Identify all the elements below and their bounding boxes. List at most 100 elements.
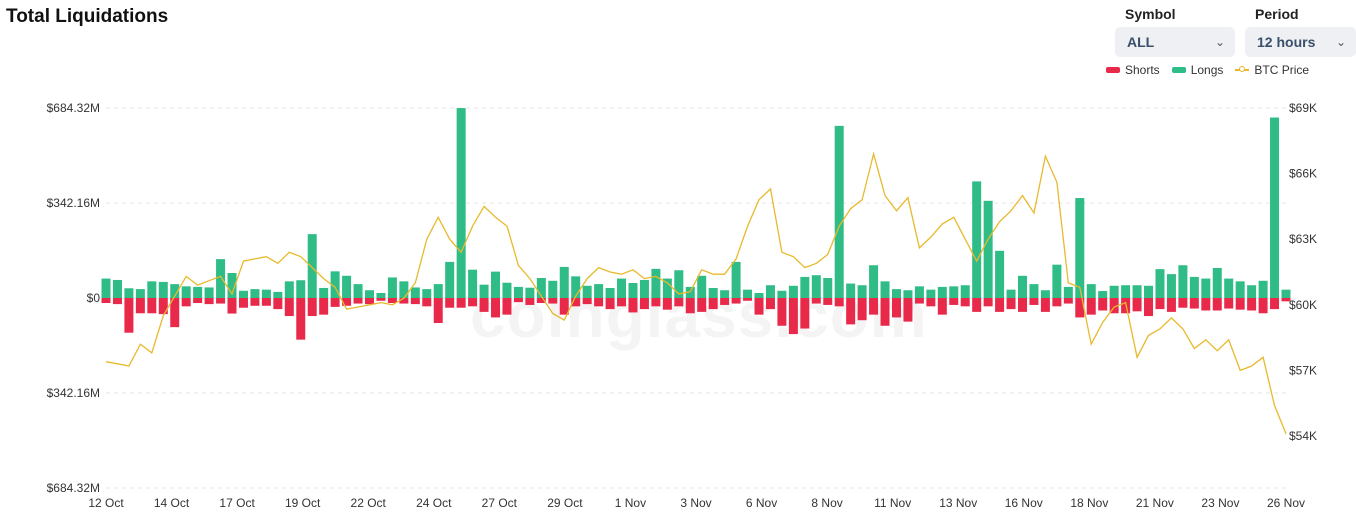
longs-bar <box>914 286 924 298</box>
longs-bar <box>639 279 649 298</box>
longs-bar <box>410 287 420 298</box>
longs-bar <box>1189 276 1199 298</box>
shorts-bar <box>880 298 890 326</box>
shorts-bar <box>456 298 466 308</box>
longs-bar <box>743 289 753 298</box>
shorts-bar <box>433 298 443 323</box>
shorts-bar <box>937 298 947 315</box>
shorts-bar <box>1212 298 1222 311</box>
shorts-bar <box>731 298 741 304</box>
x-tick-label: 18 Nov <box>1070 496 1108 510</box>
longs-bar <box>456 108 466 299</box>
symbol-select[interactable]: ALL ⌄ <box>1115 27 1235 57</box>
longs-bar <box>972 181 982 298</box>
longs-bar <box>1098 291 1108 298</box>
shorts-bar <box>284 298 294 317</box>
longs-bar <box>124 288 134 298</box>
longs-bar <box>227 273 237 298</box>
longs-bar <box>1018 275 1028 298</box>
longs-bar <box>296 280 306 298</box>
shorts-bar <box>1098 298 1108 311</box>
legend-item-shorts[interactable]: Shorts <box>1106 63 1160 77</box>
longs-bar <box>170 284 180 298</box>
longs-bar <box>628 283 638 298</box>
longs-bar <box>1109 285 1119 298</box>
shorts-bar <box>181 298 191 307</box>
shorts-bar <box>193 298 203 303</box>
shorts-bar <box>491 298 501 318</box>
longs-bar <box>903 290 913 298</box>
longs-bar <box>1258 280 1268 298</box>
longs-bar <box>708 288 718 298</box>
longs-bar <box>651 268 661 298</box>
shorts-bar <box>857 298 867 321</box>
longs-bar <box>342 275 352 298</box>
longs-bar <box>1063 286 1073 298</box>
legend-item-btc-price[interactable]: BTC Price <box>1235 63 1309 77</box>
shorts-bar <box>273 298 283 310</box>
longs-bar <box>1166 274 1176 298</box>
shorts-bar <box>376 298 386 301</box>
longs-bar <box>674 270 684 298</box>
shorts-bar <box>1109 298 1119 314</box>
longs-bar <box>399 281 409 298</box>
longs-bar <box>479 284 489 298</box>
longs-bar <box>926 289 936 298</box>
x-tick-label: 12 Oct <box>88 496 124 510</box>
btc-price-swatch <box>1235 66 1250 72</box>
y-right-tick-label: $69K <box>1289 101 1317 115</box>
y-right-tick-label: $60K <box>1289 298 1317 312</box>
legend-item-longs[interactable]: Longs <box>1171 63 1223 77</box>
longs-bar <box>101 278 111 298</box>
y-left-tick-label: $342.16M <box>47 386 100 400</box>
longs-bar <box>937 286 947 298</box>
shorts-bar <box>1144 298 1154 317</box>
longs-bar <box>720 290 730 298</box>
longs-bar <box>1144 285 1154 298</box>
longs-bar <box>1178 265 1188 298</box>
longs-bar <box>662 278 672 298</box>
x-tick-label: 6 Nov <box>746 496 777 510</box>
x-tick-label: 27 Oct <box>482 496 518 510</box>
longs-bar <box>834 125 844 299</box>
shorts-bar <box>846 298 856 325</box>
x-tick-label: 24 Oct <box>416 496 452 510</box>
longs-bar <box>319 288 329 298</box>
shorts-bar <box>834 298 844 307</box>
shorts-bar <box>685 298 695 314</box>
longs-bar <box>1075 198 1085 298</box>
shorts-swatch <box>1106 67 1120 73</box>
shorts-bar <box>353 298 363 304</box>
shorts-bar <box>147 298 157 314</box>
longs-bar <box>857 285 867 298</box>
y-left-tick-label: $684.32M <box>47 101 100 115</box>
period-select-value: 12 hours <box>1257 34 1316 50</box>
shorts-bar <box>754 298 764 315</box>
shorts-bar <box>559 298 569 315</box>
longs-bar <box>112 279 122 298</box>
x-tick-label: 11 Nov <box>874 496 911 510</box>
longs-bar <box>754 293 764 298</box>
longs-bar <box>353 284 363 298</box>
longs-bar <box>181 286 191 298</box>
shorts-bar <box>926 298 936 307</box>
longs-bar <box>548 280 558 298</box>
btc-price-line <box>105 151 1287 435</box>
shorts-bar <box>639 298 649 310</box>
chevron-down-icon: ⌄ <box>1335 35 1346 49</box>
shorts-bar <box>548 298 558 304</box>
shorts-bar <box>1235 298 1245 310</box>
shorts-bar <box>628 298 638 313</box>
longs-bar <box>960 285 970 298</box>
period-select[interactable]: 12 hours ⌄ <box>1245 27 1356 57</box>
shorts-bar <box>1155 298 1165 310</box>
shorts-bar <box>1029 298 1039 305</box>
longs-bar <box>330 271 340 298</box>
longs-bar <box>525 287 535 298</box>
longs-bar <box>422 289 432 298</box>
shorts-bar <box>124 298 134 333</box>
shorts-bar <box>170 298 180 328</box>
shorts-bar <box>720 298 730 305</box>
y-right-tick-label: $54K <box>1289 429 1317 443</box>
shorts-bar <box>1258 298 1268 314</box>
